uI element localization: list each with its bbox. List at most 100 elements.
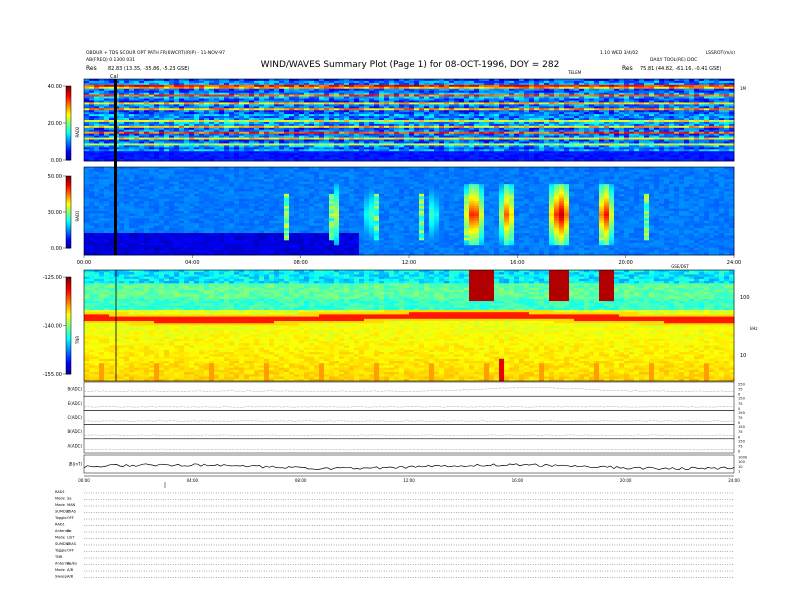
- rad2-cell: [269, 90, 275, 94]
- rad2-cell: [294, 84, 300, 88]
- rad2-cell: [679, 94, 685, 97]
- rad2-cell: [94, 94, 100, 97]
- rad2-cell: [494, 94, 500, 97]
- rad2-cell: [524, 102, 530, 105]
- rad2-cell: [189, 112, 195, 115]
- rad2-cell: [374, 86, 380, 90]
- rad2-cell: [369, 84, 375, 88]
- rad2-cell: [84, 88, 90, 92]
- rad2-cell: [209, 112, 215, 115]
- rad2-cell: [574, 80, 580, 84]
- rad2-cell: [294, 82, 300, 86]
- rad2-cell: [729, 84, 735, 88]
- rad2-cell: [704, 92, 710, 96]
- rad2-cell: [344, 98, 350, 101]
- rad2-cell: [109, 86, 115, 90]
- rad2-cell: [124, 100, 130, 103]
- rad2-cell: [124, 102, 130, 105]
- rad2-cell: [279, 94, 285, 97]
- rad2-cell: [99, 82, 105, 86]
- rad2-cell: [89, 110, 95, 113]
- rad2-cell: [209, 106, 215, 109]
- rad2-cell: [244, 104, 250, 107]
- rad2-cell: [699, 92, 705, 96]
- rad2-cell: [584, 82, 590, 86]
- rad2-cell: [194, 88, 200, 92]
- rad2-cell: [244, 84, 250, 88]
- rad2-cell: [429, 104, 435, 107]
- rad2-cell: [479, 112, 485, 115]
- rad2-cell: [554, 80, 560, 84]
- rad2-cell: [494, 84, 500, 88]
- rad2-cell: [469, 90, 475, 94]
- rad2-cell: [679, 104, 685, 107]
- rad2-cell: [214, 100, 220, 103]
- rad2-cell: [584, 100, 590, 103]
- rad2-cell: [409, 92, 415, 96]
- rad2-cell: [364, 104, 370, 107]
- rad2-cell: [109, 84, 115, 88]
- rad2-cell: [654, 82, 660, 86]
- rad2-cell: [184, 92, 190, 96]
- rad2-cell: [484, 108, 490, 111]
- rad2-cell: [434, 88, 440, 92]
- rad2-cell: [394, 92, 400, 96]
- rad2-cell: [269, 82, 275, 86]
- rad2-cell: [564, 92, 570, 96]
- rad2-cell: [489, 108, 495, 111]
- rad2-cell: [504, 104, 510, 107]
- rad2-cell: [444, 106, 450, 109]
- rad2-cell: [144, 110, 150, 113]
- rad2-cell: [669, 80, 675, 84]
- rad2-cell: [654, 80, 660, 84]
- rad2-cell: [174, 112, 180, 115]
- rad2-cell: [379, 86, 385, 90]
- rad2-cell: [639, 80, 645, 84]
- rad2-cell: [424, 79, 430, 82]
- rad2-cell: [384, 110, 390, 113]
- rad2-cell: [154, 82, 160, 86]
- rad2-cell: [169, 108, 175, 111]
- rad2-cell: [119, 84, 125, 88]
- rad2-cell: [389, 84, 395, 88]
- rad2-cell: [664, 94, 670, 97]
- rad2-cell: [439, 84, 445, 88]
- rad2-cell: [584, 80, 590, 84]
- rad2-cell: [139, 110, 145, 113]
- rad2-cell: [484, 94, 490, 97]
- header-left-res-value: 82.83 (13.35, -35.86, -5.23 GSE): [108, 66, 189, 72]
- rad2-cell: [234, 110, 240, 113]
- rad2-cell: [469, 106, 475, 109]
- rad2-cell: [684, 110, 690, 113]
- rad2-cell: [609, 94, 615, 97]
- rad2-cell: [204, 98, 210, 101]
- rad2-cell: [174, 90, 180, 94]
- rad2-cell: [329, 94, 335, 97]
- rad2-cell: [124, 79, 130, 82]
- rad2-cell: [209, 100, 215, 103]
- rad2-cell: [259, 82, 265, 86]
- rad2-cell: [409, 102, 415, 105]
- rad2-cell: [444, 100, 450, 103]
- rad2-cell: [154, 96, 160, 99]
- rad2-cell: [714, 96, 720, 99]
- rad2-cell: [344, 86, 350, 90]
- rad2-cell: [169, 94, 175, 97]
- rad2-cell: [544, 90, 550, 94]
- rad2-cell: [369, 98, 375, 101]
- rad2-cell: [724, 96, 730, 99]
- rad2-cell: [159, 112, 165, 115]
- rad2-cell: [289, 114, 295, 117]
- rad2-cell: [129, 94, 135, 97]
- rad2-cell: [294, 110, 300, 113]
- header-right-res-label: Res: [622, 65, 633, 72]
- rad2-cell: [299, 100, 305, 103]
- rad2-cell: [619, 104, 625, 107]
- rad2-cell: [404, 104, 410, 107]
- rad2-cell: [274, 112, 280, 115]
- rad2-cell: [569, 82, 575, 86]
- rad2-cell: [584, 94, 590, 97]
- rad2-cell: [274, 98, 280, 101]
- rad2-cell: [719, 82, 725, 86]
- rad2-cell: [424, 82, 430, 86]
